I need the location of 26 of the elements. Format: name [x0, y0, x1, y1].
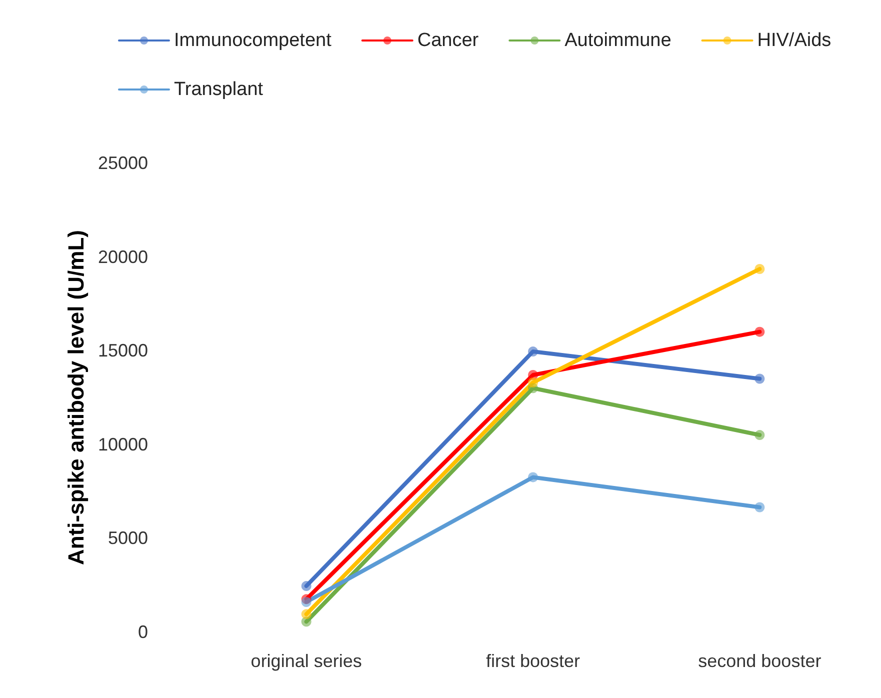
point [301, 609, 312, 620]
y-tick-label: 10000 [98, 434, 148, 454]
point [301, 581, 312, 592]
legend-label: Autoimmune [564, 30, 672, 51]
y-tick-label: 5000 [108, 528, 148, 548]
legend-label: HIV/Aids [757, 30, 832, 51]
y-axis-title: Anti-spike antibody level (U/mL) [64, 230, 89, 565]
x-tick-label: second booster [698, 651, 822, 671]
point [754, 430, 765, 440]
legend-label: Transplant [174, 79, 264, 100]
point [754, 264, 765, 274]
point [754, 374, 765, 384]
y-tick-label: 20000 [98, 246, 148, 267]
x-tick-label: first booster [486, 651, 580, 671]
y-tick-label: 0 [138, 622, 148, 642]
point [301, 596, 312, 607]
point [528, 377, 538, 388]
y-tick-label: 15000 [98, 340, 148, 361]
point [754, 326, 765, 337]
point [528, 472, 538, 482]
y-tick-label: 25000 [98, 153, 148, 173]
x-tick-label: original series [250, 651, 362, 671]
legend-label: Cancer [417, 30, 480, 51]
point [528, 346, 538, 357]
legend-label: Immunocompetent [174, 30, 332, 51]
point [754, 502, 765, 512]
